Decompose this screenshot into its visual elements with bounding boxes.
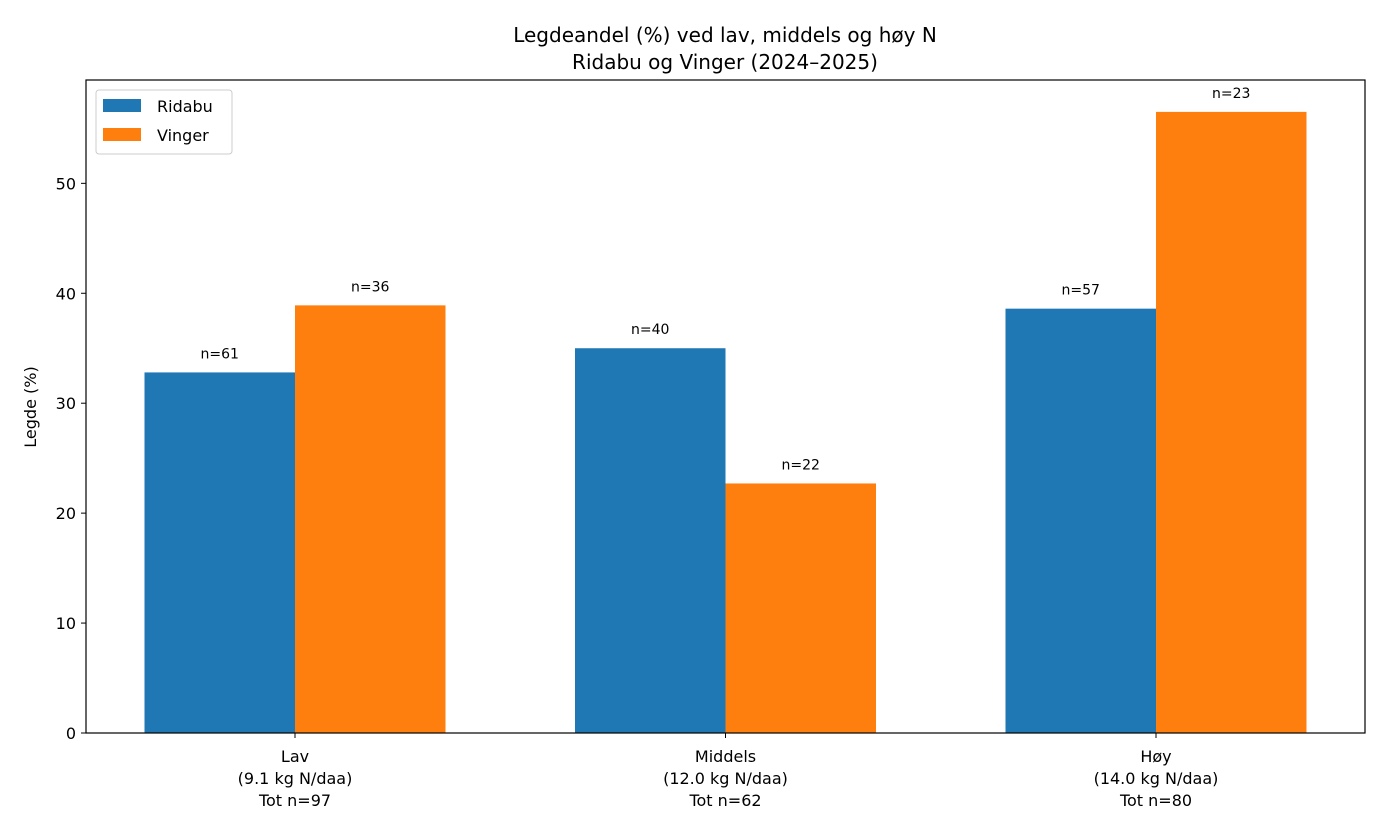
- x-tick-label: Lav: [281, 747, 309, 766]
- x-tick-label: Tot n=80: [1119, 791, 1192, 810]
- data-label: n=61: [201, 346, 239, 362]
- legend-swatch-ridabu: [103, 99, 141, 112]
- y-tick-label: 0: [66, 724, 76, 743]
- data-label: n=40: [631, 322, 669, 338]
- legend-swatch-vinger: [103, 128, 141, 141]
- bar-vinger-0: [295, 305, 446, 733]
- bar-vinger-2: [1156, 111, 1307, 733]
- data-label: n=22: [782, 457, 820, 473]
- y-tick-label: 20: [56, 504, 76, 523]
- x-tick-label: (9.1 kg N/daa): [238, 769, 353, 788]
- chart-subtitle: Ridabu og Vinger (2024–2025): [572, 50, 878, 74]
- bar-ridabu-2: [1005, 308, 1156, 733]
- legend-label: Ridabu: [157, 97, 213, 116]
- x-tick-label: (12.0 kg N/daa): [663, 769, 788, 788]
- y-tick-label: 10: [56, 614, 76, 633]
- x-tick-label: Middels: [695, 747, 756, 766]
- x-tick-label: Tot n=62: [688, 791, 761, 810]
- y-axis-label: Legde (%): [21, 366, 40, 447]
- bar-vinger-1: [725, 483, 876, 733]
- plot-frame: [85, 79, 1366, 734]
- data-label: n=36: [351, 279, 390, 295]
- y-tick-label: 40: [56, 284, 76, 303]
- chart-title: Legdeandel (%) ved lav, middels og høy N: [513, 23, 937, 47]
- data-label: n=57: [1062, 283, 1100, 299]
- x-tick-label: (14.0 kg N/daa): [1094, 769, 1219, 788]
- x-tick-label: Tot n=97: [258, 791, 331, 810]
- y-tick-label: 30: [56, 394, 76, 413]
- data-label: n=23: [1212, 86, 1250, 102]
- bar-ridabu-0: [144, 372, 295, 733]
- bar-ridabu-1: [575, 348, 726, 733]
- legend: Ridabu Vinger: [95, 89, 233, 155]
- x-tick-label: Høy: [1140, 747, 1171, 766]
- y-tick-label: 50: [56, 174, 76, 193]
- legend-label: Vinger: [157, 126, 209, 145]
